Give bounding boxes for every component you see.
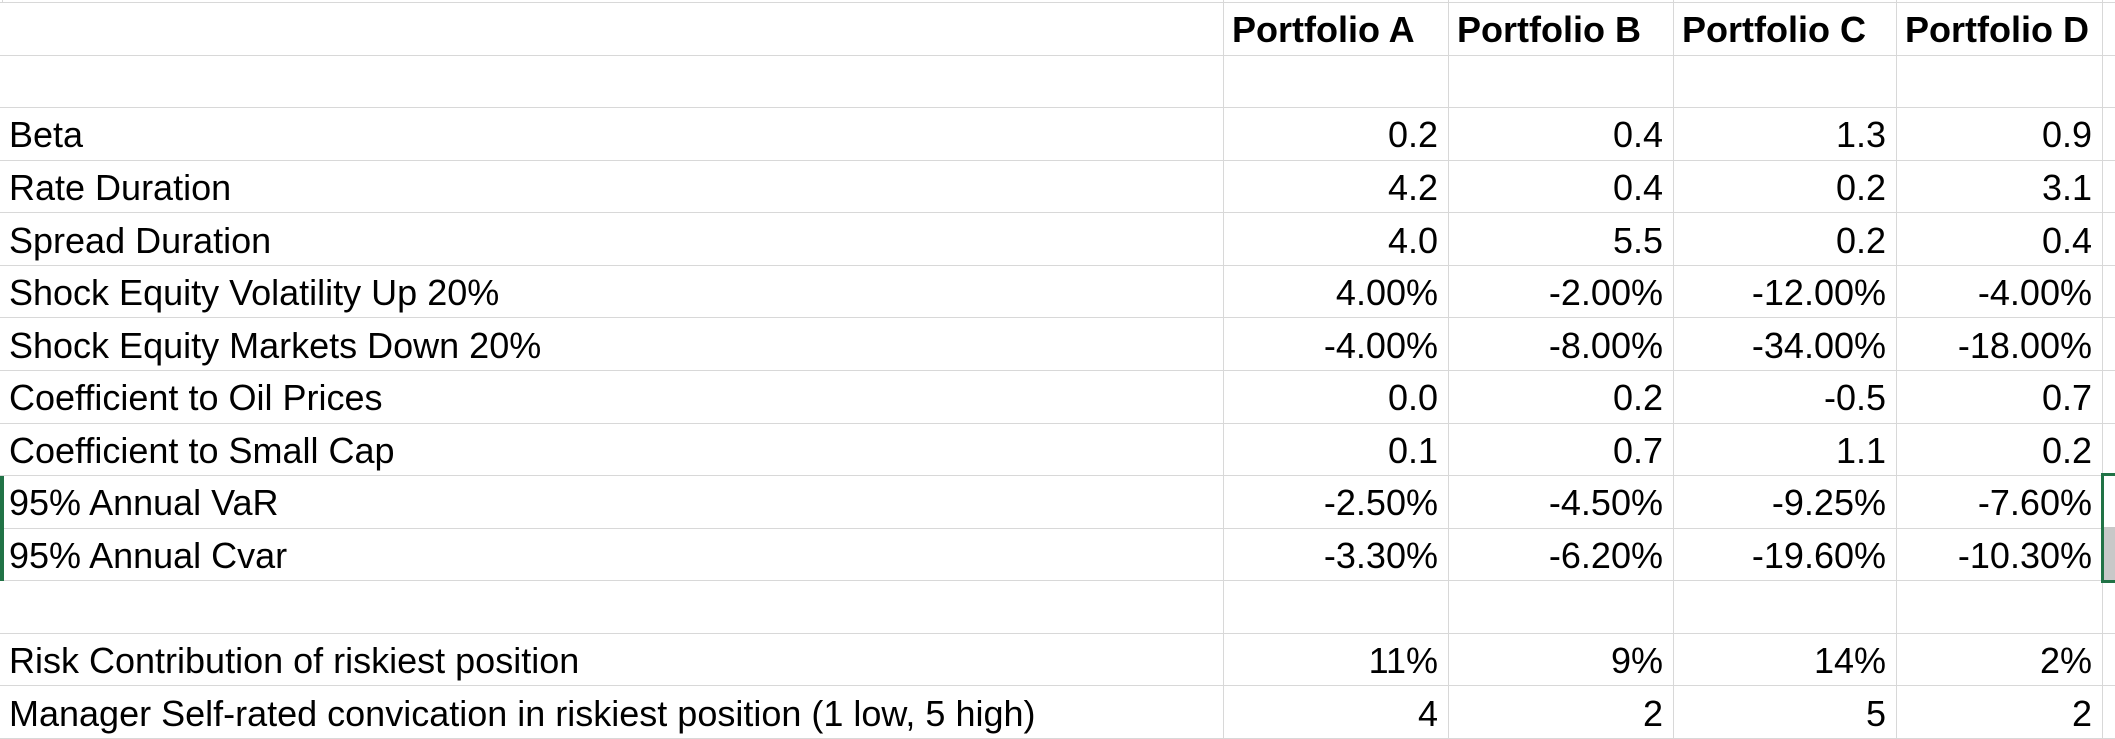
cell-coeff-small-cap-edge[interactable] (2103, 423, 2115, 477)
cell-shock-vol-up-20-portfolio-d[interactable]: -4.00% (1897, 265, 2103, 319)
cell-beta-portfolio-c[interactable]: 1.3 (1674, 108, 1897, 161)
cell-rate-duration-edge[interactable] (2103, 160, 2115, 214)
col-header-edge-sliver[interactable] (2103, 3, 2115, 56)
selection-left-edge-indicator (0, 476, 4, 581)
cell-cvar-95-portfolio-d[interactable]: -10.30% (1897, 528, 2103, 582)
col-header-portfolio-b[interactable]: Portfolio B (1449, 3, 1674, 56)
row-label-spread-duration[interactable]: Spread Duration (0, 213, 1224, 266)
cell-spread-duration-portfolio-c[interactable]: 0.2 (1674, 213, 1897, 266)
row-label-manager-conviction[interactable]: Manager Self-rated convication in riskie… (0, 686, 1224, 739)
cell-spread-duration-portfolio-d[interactable]: 0.4 (1897, 213, 2103, 266)
cell-blank2-portfolio-d[interactable] (1897, 581, 2103, 634)
cell-shock-vol-up-20-portfolio-b[interactable]: -2.00% (1449, 265, 1674, 319)
row-label-shock-vol-up-20[interactable]: Shock Equity Volatility Up 20% (0, 265, 1224, 319)
cell-rate-duration-portfolio-a[interactable]: 4.2 (1224, 160, 1449, 214)
sliver-cell (1674, 0, 1897, 3)
cell-shock-vol-up-20-edge[interactable] (2103, 265, 2115, 319)
row-label-shock-mkt-down-20[interactable]: Shock Equity Markets Down 20% (0, 318, 1224, 371)
cell-var-95-portfolio-c[interactable]: -9.25% (1674, 476, 1897, 529)
cell-risk-contribution-portfolio-a[interactable]: 11% (1224, 633, 1449, 687)
cell-blank1-edge[interactable] (2103, 55, 2115, 109)
col-header-spacer[interactable] (0, 3, 1224, 56)
cell-blank2-portfolio-a[interactable] (1224, 581, 1449, 634)
cell-cvar-95-portfolio-a[interactable]: -3.30% (1224, 528, 1449, 582)
row-label-beta[interactable]: Beta (0, 108, 1224, 161)
active-cell-partial[interactable] (2104, 476, 2115, 527)
cell-risk-contribution-portfolio-b[interactable]: 9% (1449, 633, 1674, 687)
cell-coeff-small-cap-portfolio-d[interactable]: 0.2 (1897, 423, 2103, 477)
cell-var-95-portfolio-a[interactable]: -2.50% (1224, 476, 1449, 529)
cell-manager-conviction-portfolio-d[interactable]: 2 (1897, 686, 2103, 739)
cell-cvar-95-portfolio-b[interactable]: -6.20% (1449, 528, 1674, 582)
col-header-portfolio-d[interactable]: Portfolio D (1897, 3, 2103, 56)
cell-blank1-portfolio-d[interactable] (1897, 55, 2103, 109)
cell-spread-duration-edge[interactable] (2103, 213, 2115, 266)
cell-shock-vol-up-20-portfolio-c[interactable]: -12.00% (1674, 265, 1897, 319)
cell-beta-portfolio-b[interactable]: 0.4 (1449, 108, 1674, 161)
cell-spread-duration-portfolio-b[interactable]: 5.5 (1449, 213, 1674, 266)
cell-blank1-portfolio-b[interactable] (1449, 55, 1674, 109)
cell-coeff-small-cap-portfolio-a[interactable]: 0.1 (1224, 423, 1449, 477)
cell-coeff-oil-portfolio-d[interactable]: 0.7 (1897, 370, 2103, 424)
cell-coeff-oil-portfolio-b[interactable]: 0.2 (1449, 370, 1674, 424)
cell-coeff-oil-portfolio-a[interactable]: 0.0 (1224, 370, 1449, 424)
col-header-portfolio-a[interactable]: Portfolio A (1224, 3, 1449, 56)
cell-shock-mkt-down-20-portfolio-d[interactable]: -18.00% (1897, 318, 2103, 371)
cell-shock-vol-up-20-portfolio-a[interactable]: 4.00% (1224, 265, 1449, 319)
cell-manager-conviction-portfolio-a[interactable]: 4 (1224, 686, 1449, 739)
cell-rate-duration-portfolio-d[interactable]: 3.1 (1897, 160, 2103, 214)
row-label-blank-1[interactable] (0, 55, 1224, 109)
cell-shock-mkt-down-20-portfolio-c[interactable]: -34.00% (1674, 318, 1897, 371)
cell-beta-portfolio-d[interactable]: 0.9 (1897, 108, 2103, 161)
cell-rate-duration-portfolio-b[interactable]: 0.4 (1449, 160, 1674, 214)
cell-coeff-small-cap-portfolio-c[interactable]: 1.1 (1674, 423, 1897, 477)
gridline-stub (2, 0, 3, 3)
cell-var-95-portfolio-d[interactable]: -7.60% (1897, 476, 2103, 529)
cell-beta-portfolio-a[interactable]: 0.2 (1224, 108, 1449, 161)
cell-blank2-portfolio-b[interactable] (1449, 581, 1674, 634)
cell-coeff-oil-edge[interactable] (2103, 370, 2115, 424)
cell-manager-conviction-portfolio-b[interactable]: 2 (1449, 686, 1674, 739)
cell-rate-duration-portfolio-c[interactable]: 0.2 (1674, 160, 1897, 214)
sliver-cell (0, 0, 1224, 3)
sliver-cell (1224, 0, 1449, 3)
cell-risk-contribution-edge[interactable] (2103, 633, 2115, 687)
cell-var-95-portfolio-b[interactable]: -4.50% (1449, 476, 1674, 529)
selection-range-right-partial (2101, 473, 2115, 583)
cell-blank2-portfolio-c[interactable] (1674, 581, 1897, 634)
cell-shock-mkt-down-20-portfolio-b[interactable]: -8.00% (1449, 318, 1674, 371)
row-label-rate-duration[interactable]: Rate Duration (0, 160, 1224, 214)
row-label-risk-contribution[interactable]: Risk Contribution of riskiest position (0, 633, 1224, 687)
cell-cvar-95-portfolio-c[interactable]: -19.60% (1674, 528, 1897, 582)
cell-blank1-portfolio-a[interactable] (1224, 55, 1449, 109)
cell-manager-conviction-portfolio-c[interactable]: 5 (1674, 686, 1897, 739)
sliver-cell (1449, 0, 1674, 3)
cell-coeff-small-cap-portfolio-b[interactable]: 0.7 (1449, 423, 1674, 477)
cell-spread-duration-portfolio-a[interactable]: 4.0 (1224, 213, 1449, 266)
row-label-blank-2[interactable] (0, 581, 1224, 634)
cell-risk-contribution-portfolio-d[interactable]: 2% (1897, 633, 2103, 687)
row-label-cvar-95[interactable]: 95% Annual Cvar (0, 528, 1224, 582)
cell-beta-edge[interactable] (2103, 108, 2115, 161)
sliver-cell (2103, 0, 2115, 3)
cell-blank2-edge[interactable] (2103, 581, 2115, 634)
cell-blank1-portfolio-c[interactable] (1674, 55, 1897, 109)
cell-risk-contribution-portfolio-c[interactable]: 14% (1674, 633, 1897, 687)
cell-shock-mkt-down-20-portfolio-a[interactable]: -4.00% (1224, 318, 1449, 371)
cell-shock-mkt-down-20-edge[interactable] (2103, 318, 2115, 371)
cell-coeff-oil-portfolio-c[interactable]: -0.5 (1674, 370, 1897, 424)
selected-cell-partial[interactable] (2104, 527, 2115, 580)
col-header-portfolio-c[interactable]: Portfolio C (1674, 3, 1897, 56)
row-label-coeff-small-cap[interactable]: Coefficient to Small Cap (0, 423, 1224, 477)
row-label-var-95[interactable]: 95% Annual VaR (0, 476, 1224, 529)
sliver-cell (1897, 0, 2103, 3)
cell-manager-conviction-edge[interactable] (2103, 686, 2115, 739)
row-label-coeff-oil[interactable]: Coefficient to Oil Prices (0, 370, 1224, 424)
